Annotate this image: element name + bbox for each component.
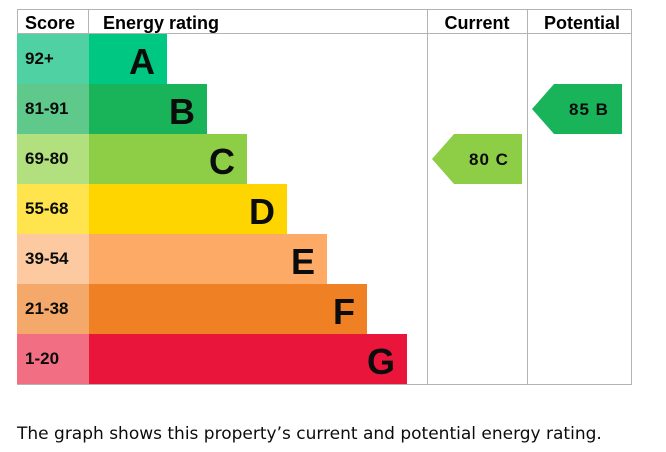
- band-bar-d: [89, 184, 287, 234]
- band-bar-f: [89, 284, 367, 334]
- score-cell-f: [17, 284, 89, 334]
- band-bar-c: [89, 134, 247, 184]
- potential-column-header: Potential: [544, 13, 620, 33]
- band-bar-a: [89, 34, 167, 84]
- score-cell-c: [17, 134, 89, 184]
- band-letter-c: C: [209, 141, 235, 182]
- current-rating-arrow: [432, 134, 522, 184]
- band-letter-d: D: [249, 191, 275, 232]
- band-letter-g: G: [367, 341, 395, 382]
- current-column-header: Current: [444, 13, 509, 33]
- potential-rating-label: 85 B: [569, 100, 609, 119]
- score-cell-d: [17, 184, 89, 234]
- rating-markers: 80 C 85 B: [432, 84, 622, 184]
- score-range-g: 1-20: [25, 349, 59, 368]
- band-letter-e: E: [291, 241, 315, 282]
- score-column-header: Score: [25, 13, 75, 33]
- score-cell-b: [17, 84, 89, 134]
- score-cell-e: [17, 234, 89, 284]
- band-letter-a: A: [129, 41, 155, 82]
- energy-rating-column-header: Energy rating: [103, 13, 219, 33]
- band-bar-b: [89, 84, 207, 134]
- band-bar-e: [89, 234, 327, 284]
- rating-bands: 92+ A 81-91 B 69-80 C 55-68 D 39-54 E 21-38 F 1-20 G: [17, 34, 407, 384]
- potential-rating-arrow: [532, 84, 622, 134]
- score-range-b: 81-91: [25, 99, 68, 118]
- score-cell-a: [17, 34, 89, 84]
- current-rating-label: 80 C: [469, 150, 509, 169]
- score-range-f: 21-38: [25, 299, 68, 318]
- chart-caption: The graph shows this property’s current …: [17, 424, 602, 444]
- score-range-a: 92+: [25, 49, 54, 68]
- score-range-e: 39-54: [25, 249, 69, 268]
- band-bar-g: [89, 334, 407, 384]
- score-cell-g: [17, 334, 89, 384]
- band-letter-b: B: [169, 91, 195, 132]
- band-letter-f: F: [333, 291, 355, 332]
- score-range-c: 69-80: [25, 149, 68, 168]
- score-range-d: 55-68: [25, 199, 68, 218]
